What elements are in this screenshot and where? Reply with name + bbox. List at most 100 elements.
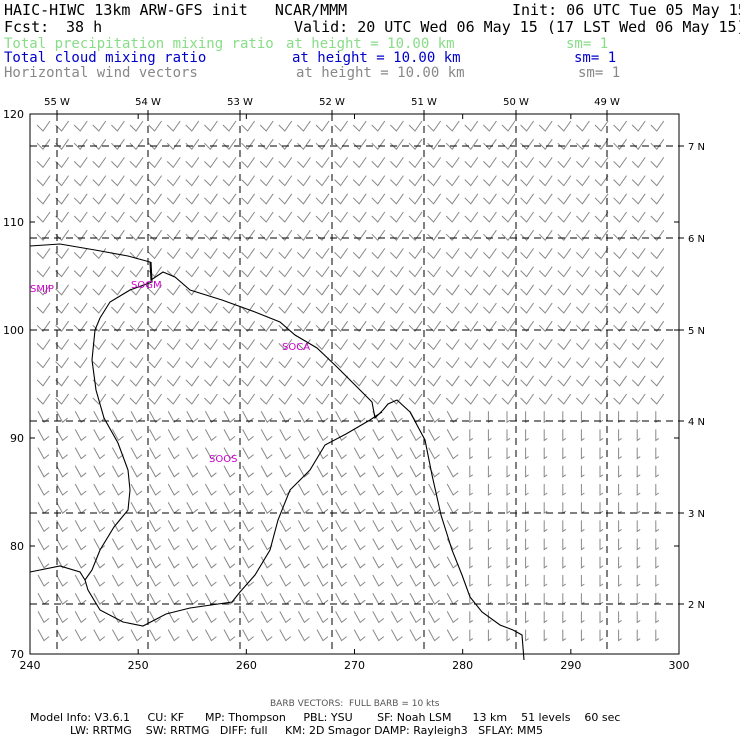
- wind-barb: [204, 447, 217, 460]
- wind-barb: [111, 120, 125, 132]
- wind-barb: [371, 120, 386, 132]
- wind-barb: [242, 429, 254, 442]
- wind-barb: [613, 266, 628, 278]
- wind-barb: [186, 538, 199, 551]
- wind-barb: [204, 266, 218, 278]
- wind-barb: [631, 357, 646, 369]
- wind-barb: [428, 574, 440, 587]
- wind-barb: [372, 592, 385, 605]
- wind-barb: [260, 520, 273, 533]
- wind-barb: [371, 138, 386, 150]
- wind-barb: [111, 611, 124, 624]
- wind-barb: [37, 574, 50, 587]
- field-1-level: at height = 10.00 km: [286, 36, 455, 52]
- wind-barb: [594, 357, 609, 369]
- wind-barb: [445, 357, 460, 369]
- wind-barb: [618, 465, 622, 478]
- wind-barb: [483, 357, 497, 369]
- wind-barb: [650, 375, 665, 387]
- field-3-name: Horizontal wind vectors: [4, 65, 198, 81]
- wind-barb: [464, 193, 479, 205]
- wind-barb: [487, 502, 492, 515]
- wind-barb: [390, 629, 403, 642]
- wind-barb: [618, 593, 622, 606]
- wind-barb: [92, 120, 107, 132]
- longitude-labels: 55 W 54 W 53 W 52 W 51 W 50 W 49 W: [44, 97, 620, 114]
- wind-barb: [335, 574, 347, 587]
- wind-barb: [580, 575, 585, 587]
- wind-barb: [580, 484, 585, 496]
- wind-barb: [185, 302, 200, 314]
- wind-barb: [557, 266, 572, 278]
- wind-barb: [538, 284, 553, 296]
- wind-barb: [166, 339, 181, 351]
- wind-barb: [297, 410, 310, 423]
- wind-barb: [222, 229, 237, 241]
- wind-barb: [613, 375, 628, 387]
- wind-barb: [390, 465, 403, 478]
- wind-barb: [167, 574, 180, 587]
- wind-barb: [580, 629, 585, 642]
- wind-barb: [242, 465, 254, 478]
- field-3-smooth: sm= 1: [578, 65, 621, 81]
- wind-barb: [557, 120, 572, 132]
- wind-barb: [371, 229, 386, 241]
- field-1-smooth: sm= 1: [566, 36, 609, 52]
- wind-barb: [259, 138, 274, 150]
- wind-barb: [372, 501, 385, 514]
- wind-barb: [538, 229, 553, 241]
- wind-barb: [371, 193, 386, 205]
- wind-barb: [427, 393, 442, 405]
- wind-barb: [446, 556, 459, 569]
- wind-barb: [149, 501, 161, 514]
- wind-barb: [487, 629, 492, 642]
- wind-barb: [501, 229, 516, 241]
- wind-barb: [241, 339, 256, 351]
- wind-barb: [613, 302, 628, 314]
- wind-barb: [594, 229, 609, 241]
- y-tick-label: 90: [10, 432, 24, 445]
- wind-barb: [371, 393, 386, 405]
- wind-barb: [371, 211, 386, 223]
- wind-barb: [111, 266, 125, 278]
- wind-barb: [469, 611, 474, 624]
- wind-barb: [353, 465, 366, 478]
- wind-barb: [111, 302, 125, 314]
- wind-barb: [594, 302, 609, 314]
- wind-barb: [316, 592, 329, 605]
- wind-barb: [618, 556, 622, 569]
- wind-barb: [576, 375, 590, 387]
- wind-barb: [371, 248, 386, 260]
- wind-barb: [223, 447, 236, 460]
- wind-barb: [166, 302, 181, 314]
- x-tick-label: 240: [20, 659, 41, 672]
- wind-barb: [166, 357, 181, 369]
- wind-barb: [445, 211, 460, 223]
- y-tick-label: 100: [3, 324, 24, 337]
- wind-barb: [580, 465, 585, 478]
- x-tick-label: 280: [452, 659, 473, 672]
- wind-barb: [55, 138, 70, 150]
- wind-barb: [525, 502, 529, 515]
- wind-barb: [149, 574, 161, 587]
- wind-barb: [576, 248, 590, 260]
- wind-barb: [390, 175, 404, 187]
- wind-barb: [506, 429, 511, 442]
- station-label: SOOS: [209, 454, 237, 465]
- wind-barb: [334, 284, 349, 296]
- wind-barb: [167, 429, 180, 442]
- wind-barb: [297, 302, 311, 314]
- wind-barb: [636, 520, 641, 533]
- wind-barb: [185, 248, 200, 260]
- wind-barb: [445, 302, 460, 314]
- wind-barb: [372, 429, 385, 442]
- wind-barb: [186, 629, 199, 642]
- wind-barb: [297, 229, 311, 241]
- wind-barb: [185, 211, 200, 223]
- wind-barb: [73, 138, 88, 150]
- wind-barb: [335, 592, 347, 605]
- wind-barb: [223, 574, 236, 587]
- wind-barb: [408, 302, 423, 314]
- wind-barb: [185, 393, 200, 405]
- wind-barb: [506, 593, 511, 606]
